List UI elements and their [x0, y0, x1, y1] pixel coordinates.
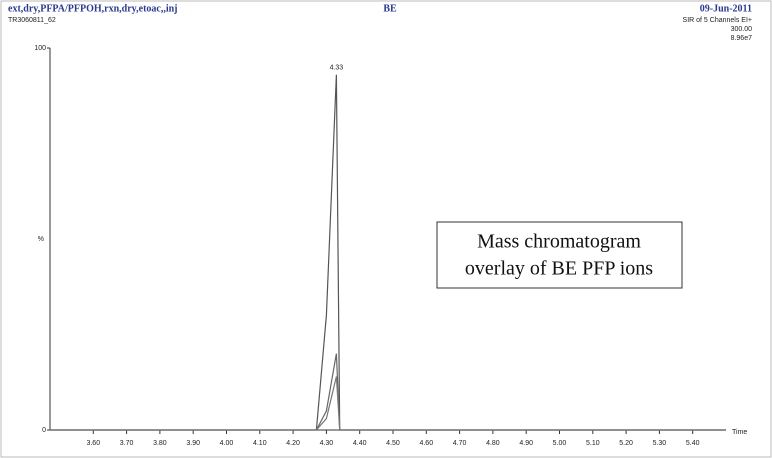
annotation: overlay of BE PFP ions: [465, 258, 653, 280]
x-tick-label: 3.80: [153, 440, 167, 447]
x-tick-label: 4.80: [486, 440, 500, 447]
x-tick-label: 4.60: [419, 440, 433, 447]
y-tick-label: 100: [34, 45, 46, 52]
y-axis-label: %: [38, 236, 44, 243]
x-tick-label: 4.20: [286, 440, 300, 447]
x-tick-label: 5.30: [653, 440, 667, 447]
x-tick-label: 5.00: [553, 440, 567, 447]
x-tick-label: 3.90: [186, 440, 200, 447]
x-tick-label: 4.70: [453, 440, 467, 447]
x-tick-label: 5.40: [686, 440, 700, 447]
annotation: Mass chromatogram: [477, 231, 641, 253]
peak-label: 4.33: [330, 65, 344, 72]
x-tick-label: 4.50: [386, 440, 400, 447]
x-tick-label: 4.40: [353, 440, 367, 447]
series-line: [50, 376, 726, 431]
header-info: 8.96e7: [731, 35, 753, 42]
header-left: ext,dry,PFPA/PFPOH,rxn,dry,etoac,,inj: [8, 3, 178, 14]
x-tick-label: 4.90: [519, 440, 533, 447]
header-info: SIR of 5 Channels EI+: [683, 17, 752, 24]
header-left-sub: TR3060811_62: [8, 17, 56, 24]
x-tick-label: 4.30: [320, 440, 334, 447]
chart-title: BE: [383, 3, 397, 14]
x-tick-label: 3.70: [120, 440, 134, 447]
header-info: 300.00: [731, 26, 753, 33]
x-tick-label: 5.10: [586, 440, 600, 447]
y-tick-label: 0: [42, 427, 46, 434]
x-tick-label: 4.10: [253, 440, 267, 447]
x-tick-label: 3.60: [86, 440, 100, 447]
x-tick-label: 4.00: [220, 440, 234, 447]
annotation-box: [436, 221, 683, 289]
header-date: 09-Jun-2011: [700, 3, 752, 14]
x-tick-label: 5.20: [619, 440, 633, 447]
x-axis-label: Time: [732, 429, 747, 436]
